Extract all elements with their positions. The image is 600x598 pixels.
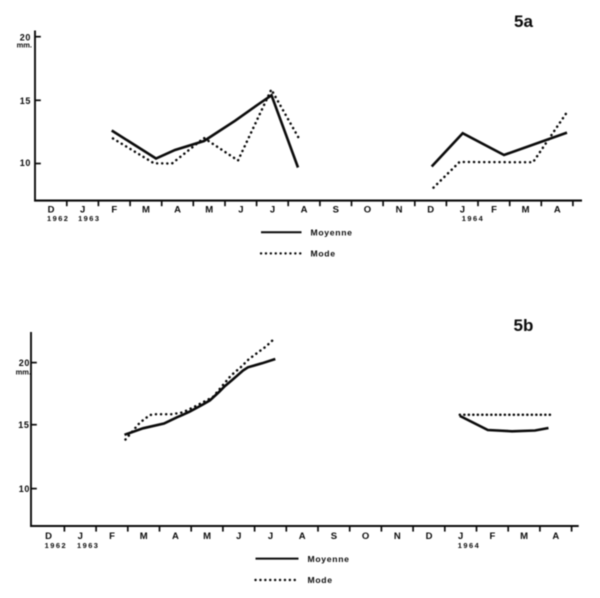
svg-text:A: A [552,531,559,542]
svg-text:J: J [80,205,85,216]
svg-text:Mode: Mode [308,575,333,585]
svg-text:A: A [174,205,181,216]
svg-text:F: F [111,205,117,216]
svg-text:J: J [78,531,83,542]
svg-text:J: J [270,205,275,216]
svg-text:M: M [205,205,213,216]
svg-text:J: J [238,205,243,216]
svg-text:D: D [45,531,52,542]
svg-text:Moyenne: Moyenne [308,554,350,564]
svg-text:15: 15 [18,420,29,430]
svg-text:15: 15 [20,96,31,106]
svg-text:D: D [426,531,433,542]
svg-text:M: M [522,205,530,216]
svg-text:S: S [331,531,337,542]
svg-text:N: N [394,531,401,542]
svg-text:mm.: mm. [16,368,31,377]
svg-text:F: F [491,205,497,216]
svg-text:5b: 5b [514,316,534,335]
svg-text:Moyenne: Moyenne [311,228,353,238]
svg-text:1964: 1964 [458,541,480,550]
svg-text:mm.: mm. [17,41,32,50]
svg-text:20: 20 [19,358,30,368]
svg-text:5a: 5a [514,12,533,31]
svg-text:S: S [333,205,339,216]
svg-text:20: 20 [20,33,31,43]
svg-text:M: M [142,205,150,216]
svg-text:10: 10 [19,484,30,494]
svg-text:J: J [236,531,241,542]
svg-text:1962: 1962 [47,214,69,223]
svg-text:M: M [203,531,211,542]
svg-text:J: J [460,205,465,216]
svg-text:F: F [489,531,495,542]
svg-text:N: N [396,205,403,216]
svg-text:M: M [140,531,148,542]
svg-text:Mode: Mode [311,249,336,259]
svg-text:1963: 1963 [77,541,99,550]
svg-text:J: J [268,531,273,542]
svg-text:O: O [364,205,371,216]
svg-text:M: M [520,531,528,542]
svg-text:F: F [109,531,115,542]
svg-text:D: D [427,205,434,216]
svg-text:A: A [299,531,306,542]
svg-text:J: J [458,531,463,542]
svg-text:1963: 1963 [78,214,100,223]
svg-text:O: O [362,531,369,542]
svg-text:D: D [48,205,55,216]
svg-text:1962: 1962 [45,541,67,550]
svg-text:A: A [172,531,179,542]
svg-text:A: A [554,205,561,216]
svg-text:1964: 1964 [462,214,484,223]
svg-text:A: A [301,205,308,216]
svg-text:10: 10 [20,158,31,168]
